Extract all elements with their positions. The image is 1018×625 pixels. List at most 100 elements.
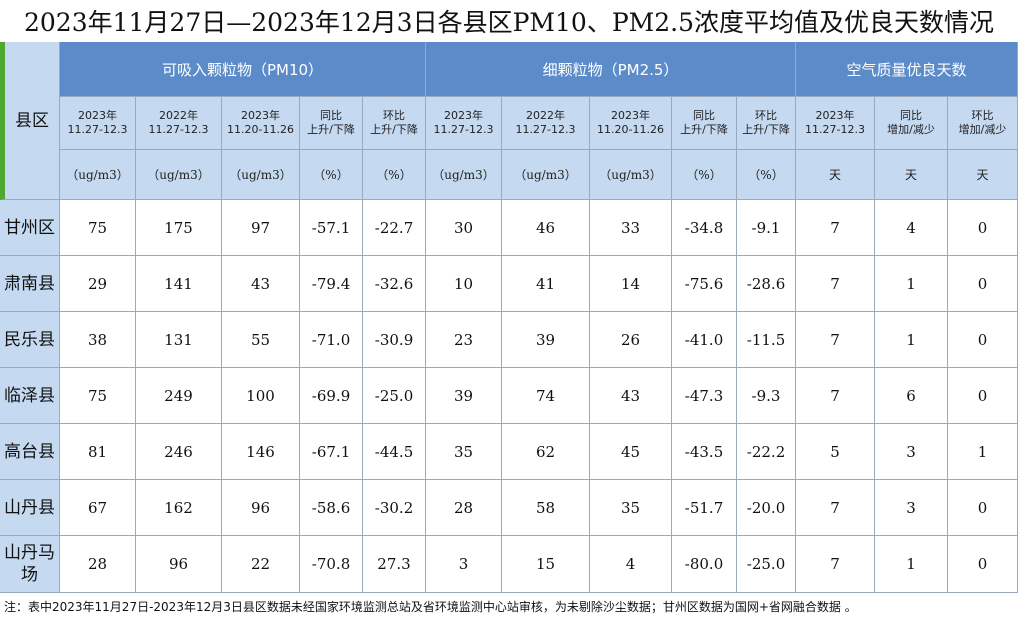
unit: 天 <box>875 150 948 200</box>
subheader: 2023年 11.27-12.3 <box>796 97 875 150</box>
subheader: 2023年 11.20-11.26 <box>590 97 672 150</box>
subheader-line: 上升/下降 <box>370 123 418 136</box>
value-cell: -80.0 <box>672 536 737 593</box>
value-cell: 5 <box>796 424 875 480</box>
value-cell: 39 <box>502 312 590 368</box>
subheader-line: 11.27-12.3 <box>433 123 494 136</box>
subheader: 2023年 11.20-11.26 <box>222 97 300 150</box>
value-cell: 22 <box>222 536 300 593</box>
subheader-line: 同比 <box>900 109 922 122</box>
value-cell: 81 <box>60 424 136 480</box>
unit: （ug/m3） <box>222 150 300 200</box>
value-cell: 0 <box>948 480 1018 536</box>
subheader: 环比 增加/减少 <box>948 97 1018 150</box>
value-cell: -51.7 <box>672 480 737 536</box>
value-cell: -44.5 <box>363 424 426 480</box>
value-cell: 58 <box>502 480 590 536</box>
value-cell: -25.0 <box>363 368 426 424</box>
value-cell: -58.6 <box>300 480 363 536</box>
value-cell: 33 <box>590 200 672 256</box>
value-cell: -30.2 <box>363 480 426 536</box>
value-cell: 35 <box>590 480 672 536</box>
subheader-line: 2022年 <box>526 109 565 122</box>
unit: （ug/m3） <box>502 150 590 200</box>
value-cell: 0 <box>948 256 1018 312</box>
value-cell: -22.7 <box>363 200 426 256</box>
value-cell: -9.3 <box>737 368 796 424</box>
subheader: 2022年 11.27-12.3 <box>502 97 590 150</box>
value-cell: 7 <box>796 368 875 424</box>
value-cell: 46 <box>502 200 590 256</box>
value-cell: 45 <box>590 424 672 480</box>
value-cell: 96 <box>136 536 222 593</box>
group-header: 可吸入颗粒物（PM10） <box>60 42 426 97</box>
county-name: 临泽县 <box>0 368 60 424</box>
value-cell: 10 <box>426 256 502 312</box>
county-name: 甘州区 <box>0 200 60 256</box>
value-cell: 96 <box>222 480 300 536</box>
unit: （%） <box>363 150 426 200</box>
group-header: 空气质量优良天数 <box>796 42 1018 97</box>
subheader-line: 2023年 <box>78 109 117 122</box>
value-cell: -9.1 <box>737 200 796 256</box>
county-header: 县区 <box>0 42 60 200</box>
value-cell: -75.6 <box>672 256 737 312</box>
value-cell: -69.9 <box>300 368 363 424</box>
unit: 天 <box>796 150 875 200</box>
subheader-line: 增加/减少 <box>887 123 935 136</box>
value-cell: 4 <box>590 536 672 593</box>
county-name: 民乐县 <box>0 312 60 368</box>
value-cell: 1 <box>948 424 1018 480</box>
subheader: 2022年 11.27-12.3 <box>136 97 222 150</box>
value-cell: 249 <box>136 368 222 424</box>
subheader-line: 同比 <box>320 109 342 122</box>
value-cell: 75 <box>60 368 136 424</box>
value-cell: -79.4 <box>300 256 363 312</box>
value-cell: 246 <box>136 424 222 480</box>
value-cell: 7 <box>796 312 875 368</box>
value-cell: 7 <box>796 480 875 536</box>
value-cell: 29 <box>60 256 136 312</box>
unit: （%） <box>737 150 796 200</box>
value-cell: 43 <box>590 368 672 424</box>
value-cell: 39 <box>426 368 502 424</box>
value-cell: 75 <box>60 200 136 256</box>
value-cell: 28 <box>60 536 136 593</box>
value-cell: -47.3 <box>672 368 737 424</box>
subheader: 同比 上升/下降 <box>300 97 363 150</box>
county-name: 山丹县 <box>0 480 60 536</box>
unit: （ug/m3） <box>136 150 222 200</box>
subheader-line: 环比 <box>755 109 777 122</box>
value-cell: 3 <box>875 424 948 480</box>
value-cell: 162 <box>136 480 222 536</box>
subheader-line: 11.20-11.26 <box>597 123 664 136</box>
value-cell: 146 <box>222 424 300 480</box>
value-cell: -32.6 <box>363 256 426 312</box>
county-name: 高台县 <box>0 424 60 480</box>
value-cell: 43 <box>222 256 300 312</box>
value-cell: 97 <box>222 200 300 256</box>
subheader-line: 2023年 <box>241 109 280 122</box>
subheader-line: 11.20-11.26 <box>227 123 294 136</box>
subheader-line: 上升/下降 <box>680 123 728 136</box>
value-cell: 1 <box>875 256 948 312</box>
value-cell: -43.5 <box>672 424 737 480</box>
subheader-line: 2023年 <box>815 109 855 122</box>
unit: （ug/m3） <box>60 150 136 200</box>
county-name: 肃南县 <box>0 256 60 312</box>
value-cell: 0 <box>948 536 1018 593</box>
title: 2023年11月27日—2023年12月3日各县区PM10、PM2.5浓度平均值… <box>24 8 994 37</box>
subheader-line: 环比 <box>383 109 405 122</box>
value-cell: 3 <box>426 536 502 593</box>
value-cell: 0 <box>948 200 1018 256</box>
subheader: 2023年 11.27-12.3 <box>60 97 136 150</box>
value-cell: 1 <box>875 536 948 593</box>
value-cell: 14 <box>590 256 672 312</box>
value-cell: 7 <box>796 536 875 593</box>
value-cell: 62 <box>502 424 590 480</box>
subheader-line: 11.27-12.3 <box>67 123 128 136</box>
note: 注：表中2023年11月27日-2023年12月3日县区数据未经国家环境监测总站… <box>4 600 857 614</box>
subheader-line: 增加/减少 <box>958 123 1007 136</box>
value-cell: 27.3 <box>363 536 426 593</box>
